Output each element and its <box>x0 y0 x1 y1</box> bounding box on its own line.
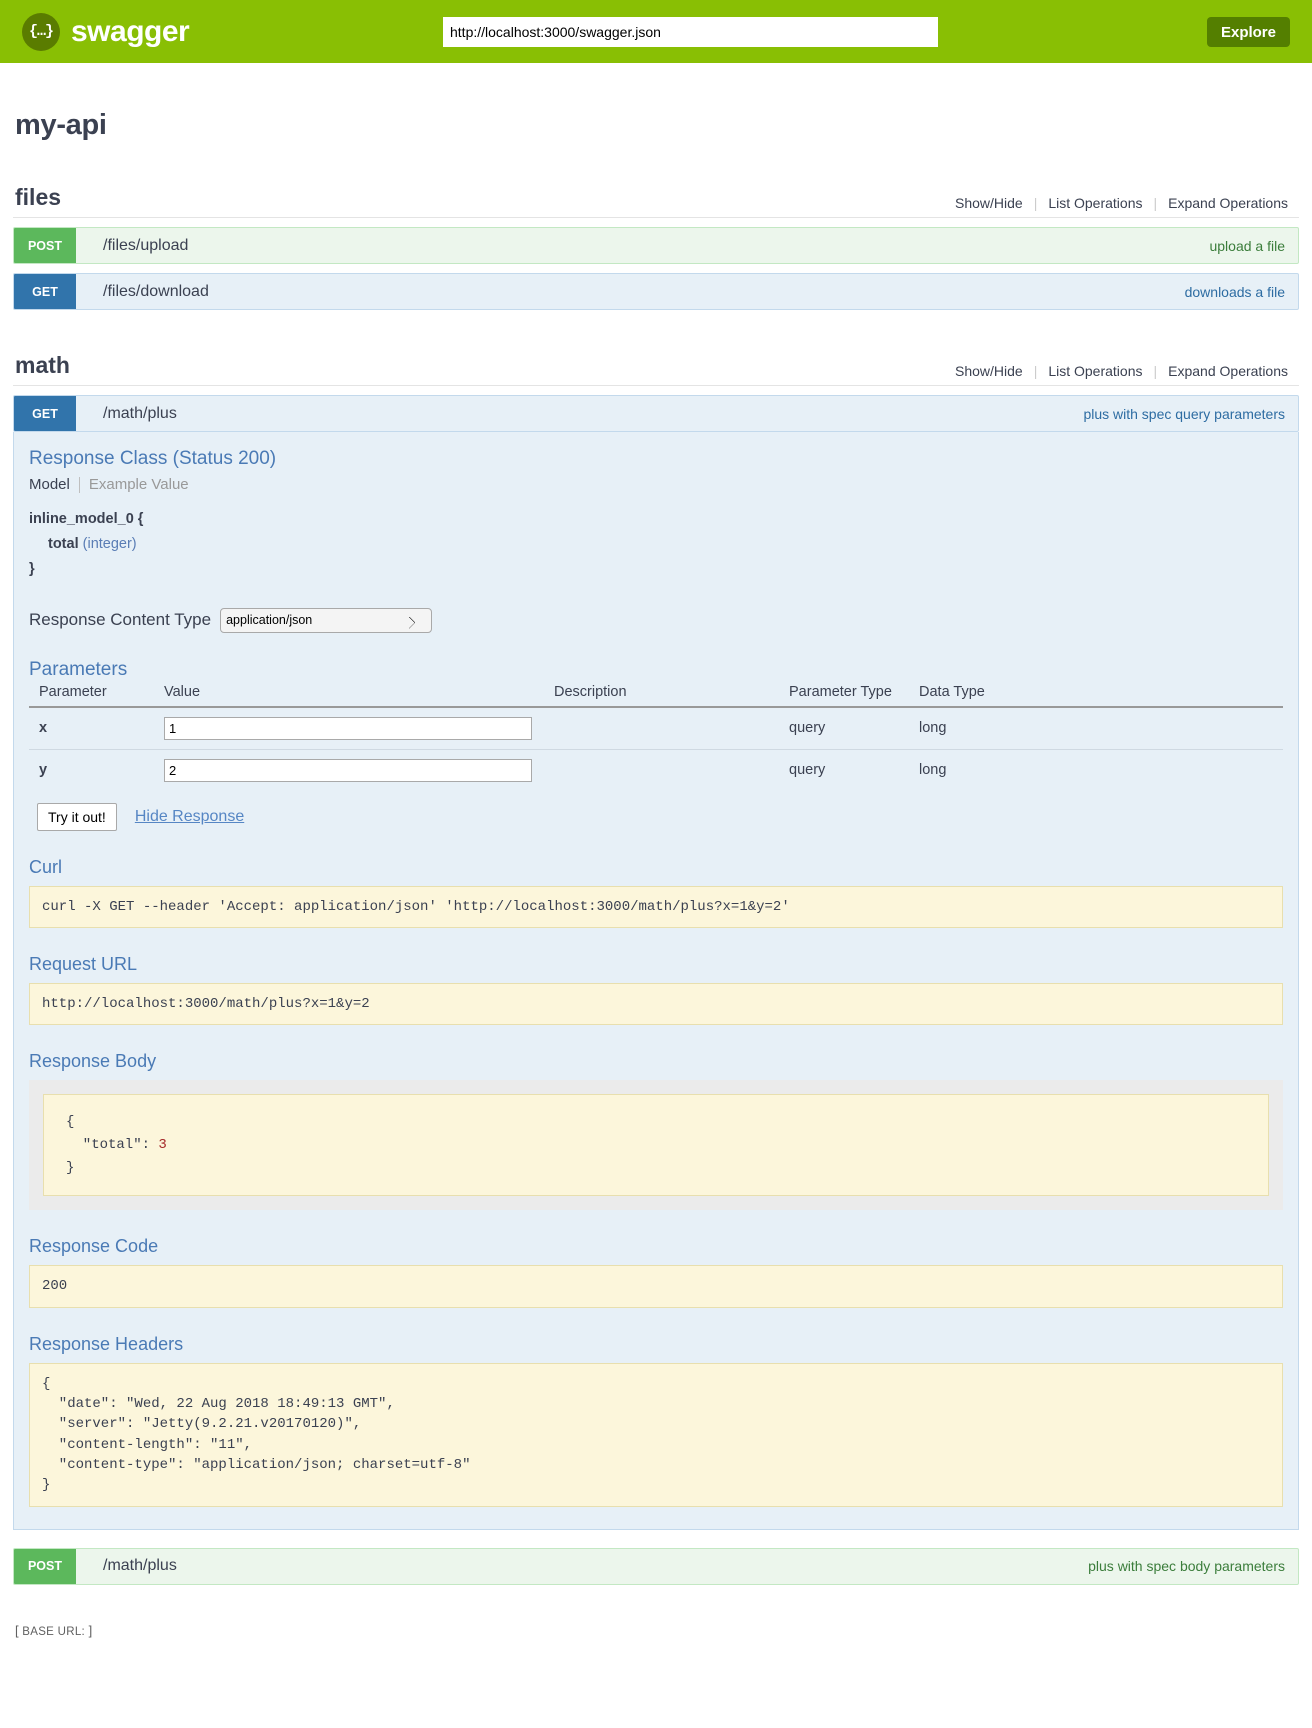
column-header-parameter-type: Parameter Type <box>789 683 919 708</box>
footer-open-bracket: [ <box>15 1622 19 1638</box>
operation-get-files-download[interactable]: GET /files/download downloads a file <box>13 273 1299 310</box>
spec-url-form <box>443 17 938 47</box>
model-property-row: total (integer) <box>29 532 1283 557</box>
page-title: my-api <box>15 109 107 141</box>
parameter-value-input-x[interactable] <box>164 716 532 740</box>
model-close-brace: } <box>29 560 35 577</box>
swagger-logo-text: swagger <box>71 14 190 48</box>
operation-path[interactable]: /math/plus <box>103 404 177 422</box>
response-headers-block: { "date": "Wed, 22 Aug 2018 18:49:13 GMT… <box>29 1362 1283 1507</box>
options-divider: | <box>1153 363 1158 379</box>
operation-post-math-plus[interactable]: POST /math/plus plus with spec body para… <box>13 1547 1299 1585</box>
model-property-type: (integer) <box>82 535 137 552</box>
parameter-name-y: y <box>39 762 48 779</box>
json-close-brace: } <box>66 1159 75 1176</box>
curl-command-block: curl -X GET --header 'Accept: applicatio… <box>29 885 1283 929</box>
column-header-parameter: Parameter <box>29 683 164 708</box>
footer-base-url-label: BASE URL: <box>22 1625 86 1638</box>
response-code-block: 200 <box>29 1265 1283 1308</box>
operation-details-panel: Response Class (Status 200) Model Exampl… <box>13 432 1299 1530</box>
json-value-total: 3 <box>158 1137 167 1154</box>
footer-base-url: [ BASE URL: ] <box>13 1623 1299 1638</box>
parameter-data-type-x: long <box>919 720 947 737</box>
request-url-block: http://localhost:3000/math/plus?x=1&y=2 <box>29 983 1283 1026</box>
table-row: y query long <box>29 749 1283 791</box>
operation-summary[interactable]: downloads a file <box>1184 283 1285 300</box>
operation-post-files-upload[interactable]: POST /files/upload upload a file <box>13 227 1299 264</box>
expand-operations-link-math[interactable]: Expand Operations <box>1168 363 1288 379</box>
operation-get-math-plus[interactable]: GET /math/plus plus with spec query para… <box>13 395 1299 1530</box>
table-row: x query long <box>29 706 1283 750</box>
model-tabs: Model Example Value <box>29 476 1283 493</box>
request-url-title: Request URL <box>29 954 138 975</box>
swagger-logo[interactable]: {…} swagger <box>22 12 190 51</box>
response-body-title: Response Body <box>29 1051 157 1072</box>
response-class-title: Response Class (Status 200) <box>29 448 277 469</box>
footer-close-bracket: ] <box>88 1622 93 1638</box>
main-content: my-api files Show/Hide | List Operations… <box>0 109 1312 1638</box>
tab-model[interactable]: Model <box>29 476 70 493</box>
model-signature: inline_model_0 { total (integer) } <box>29 507 1283 582</box>
resource-header-math: math Show/Hide | List Operations | Expan… <box>13 352 1299 386</box>
resource-title-math: math <box>15 352 70 378</box>
curl-title: Curl <box>29 856 63 877</box>
parameter-type-y: query <box>789 762 826 779</box>
options-divider: | <box>1033 363 1038 379</box>
operation-actions: Try it out! Hide Response <box>29 802 1283 831</box>
response-headers-title: Response Headers <box>29 1333 184 1354</box>
options-divider: | <box>1033 195 1038 211</box>
operation-summary[interactable]: upload a file <box>1209 237 1285 254</box>
expand-operations-link-files[interactable]: Expand Operations <box>1168 195 1288 211</box>
explore-button[interactable]: Explore <box>1206 17 1290 47</box>
operation-summary[interactable]: plus with spec query parameters <box>1083 405 1285 422</box>
operation-path[interactable]: /files/download <box>103 282 209 300</box>
resource-math: math Show/Hide | List Operations | Expan… <box>13 352 1299 1585</box>
tab-divider <box>78 476 80 493</box>
method-badge-get: GET <box>14 274 76 309</box>
column-header-description: Description <box>554 683 789 708</box>
tab-example-value[interactable]: Example Value <box>88 476 189 493</box>
parameter-data-type-y: long <box>919 762 947 779</box>
list-operations-link-math[interactable]: List Operations <box>1048 363 1143 379</box>
show-hide-link-math[interactable]: Show/Hide <box>954 363 1023 379</box>
response-content-type-label: Response Content Type <box>29 610 212 630</box>
swagger-braces-icon: {…} <box>22 12 60 51</box>
parameters-title: Parameters <box>29 658 128 680</box>
response-body-block: { "total": 3 } <box>43 1094 1269 1197</box>
parameter-name-x: x <box>39 720 48 737</box>
show-hide-link-files[interactable]: Show/Hide <box>954 195 1023 211</box>
parameter-type-x: query <box>789 720 826 737</box>
method-badge-post: POST <box>14 1548 76 1584</box>
response-body-wrapper: { "total": 3 } <box>29 1080 1283 1211</box>
method-badge-post: POST <box>14 228 76 263</box>
parameter-value-input-y[interactable] <box>164 758 532 782</box>
hide-response-link[interactable]: Hide Response <box>134 807 245 825</box>
json-open-brace: { <box>66 1114 75 1131</box>
resource-options-math: Show/Hide | List Operations | Expand Ope… <box>944 363 1299 379</box>
resource-title-files: files <box>15 184 62 210</box>
options-divider: | <box>1153 195 1158 211</box>
response-code-title: Response Code <box>29 1236 159 1257</box>
top-navigation-bar: {…} swagger Explore <box>0 0 1312 63</box>
operation-path[interactable]: /files/upload <box>103 236 189 254</box>
try-it-out-button[interactable]: Try it out! <box>37 802 117 831</box>
operation-path[interactable]: /math/plus <box>103 1557 177 1574</box>
list-operations-link-files[interactable]: List Operations <box>1048 195 1143 211</box>
response-content-type-row: Response Content Type application/json <box>29 607 1283 633</box>
resource-header-files: files Show/Hide | List Operations | Expa… <box>13 184 1299 218</box>
json-key-total: "total": <box>66 1137 159 1154</box>
parameters-header-row: Parameter Value Description Parameter Ty… <box>29 683 1283 708</box>
resource-files: files Show/Hide | List Operations | Expa… <box>13 184 1299 310</box>
column-header-value: Value <box>164 683 554 708</box>
spec-url-input[interactable] <box>443 17 938 47</box>
model-property-name: total <box>48 535 79 552</box>
column-header-data-type: Data Type <box>919 683 1283 708</box>
parameters-table: Parameter Value Description Parameter Ty… <box>29 683 1283 791</box>
method-badge-get: GET <box>14 396 76 431</box>
model-open-brace: inline_model_0 { <box>29 511 144 527</box>
operation-summary[interactable]: plus with spec body parameters <box>1088 1558 1285 1574</box>
resource-options-files: Show/Hide | List Operations | Expand Ope… <box>944 195 1299 211</box>
response-content-type-select[interactable]: application/json <box>220 607 433 633</box>
